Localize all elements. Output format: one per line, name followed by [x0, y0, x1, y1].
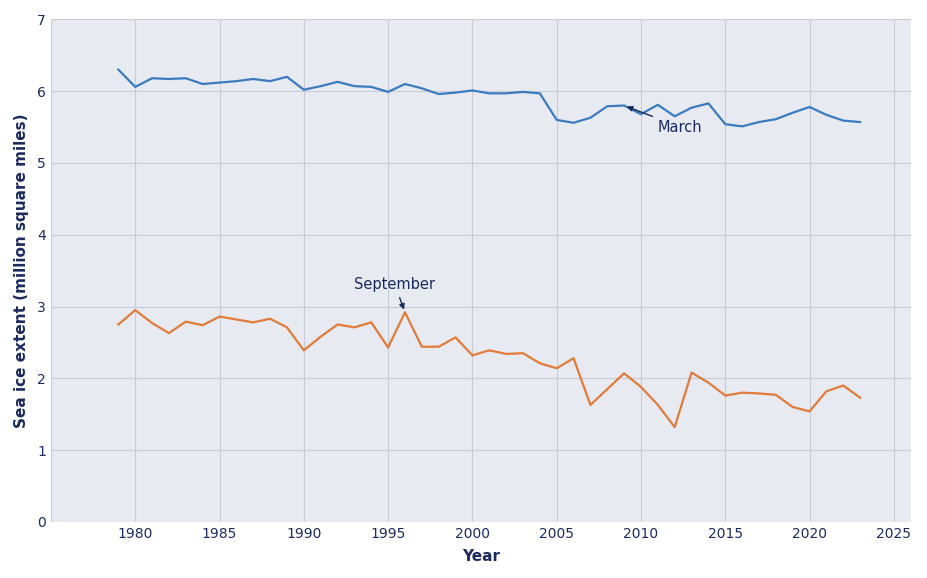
X-axis label: Year: Year: [462, 549, 500, 564]
Y-axis label: Sea ice extent (million square miles): Sea ice extent (million square miles): [14, 113, 29, 428]
Text: March: March: [628, 106, 702, 135]
Text: September: September: [354, 277, 435, 308]
